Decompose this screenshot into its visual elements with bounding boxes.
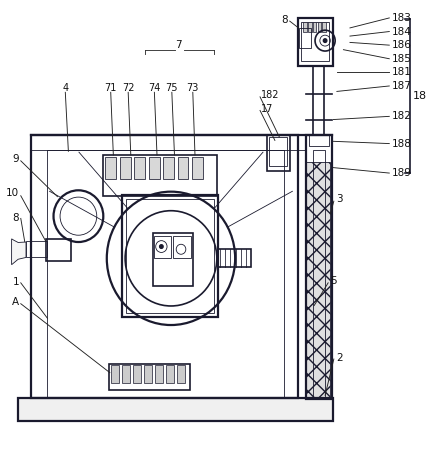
Bar	[218, 249, 251, 268]
Bar	[103, 155, 217, 196]
Text: 181: 181	[392, 67, 411, 77]
Bar	[318, 22, 321, 31]
Bar	[111, 365, 120, 383]
Bar	[46, 151, 285, 398]
Bar	[155, 365, 163, 383]
Bar	[163, 157, 174, 179]
Text: 18: 18	[413, 91, 427, 101]
Bar	[166, 365, 174, 383]
Bar	[299, 28, 311, 48]
Bar	[297, 18, 333, 66]
Text: 189: 189	[392, 168, 411, 178]
Text: 182: 182	[261, 90, 279, 100]
Text: 7: 7	[176, 40, 182, 50]
Circle shape	[159, 245, 163, 248]
Text: 9: 9	[12, 153, 19, 163]
Text: 5: 5	[330, 276, 337, 286]
Text: 73: 73	[187, 83, 199, 93]
Bar	[313, 22, 316, 31]
Text: 185: 185	[392, 54, 411, 64]
Polygon shape	[12, 239, 26, 265]
Bar	[122, 195, 218, 317]
Bar	[154, 236, 171, 258]
Text: 188: 188	[392, 139, 411, 149]
Bar	[18, 398, 332, 421]
Text: 182: 182	[392, 111, 411, 121]
Text: 187: 187	[392, 81, 411, 91]
Bar	[152, 233, 193, 286]
Text: 183: 183	[392, 13, 411, 23]
Text: 2: 2	[336, 353, 343, 363]
Bar	[313, 151, 325, 399]
Bar	[26, 241, 46, 258]
Bar	[127, 199, 214, 313]
Text: 17: 17	[261, 104, 273, 114]
Text: 75: 75	[166, 83, 178, 93]
Bar	[301, 21, 329, 61]
Circle shape	[323, 39, 327, 42]
Bar	[306, 135, 332, 399]
Bar	[106, 157, 117, 179]
Text: 71: 71	[105, 83, 117, 93]
Bar	[267, 135, 290, 171]
Bar	[313, 66, 324, 135]
Text: 8: 8	[12, 212, 19, 222]
Text: 186: 186	[392, 40, 411, 50]
Bar	[109, 364, 190, 390]
Bar	[31, 135, 297, 398]
Bar	[177, 365, 185, 383]
Bar	[322, 22, 326, 31]
Bar	[173, 236, 191, 258]
Bar	[46, 239, 71, 261]
Text: 74: 74	[148, 83, 161, 93]
Bar	[134, 157, 145, 179]
Bar	[149, 157, 159, 179]
Bar	[133, 365, 141, 383]
Text: 4: 4	[62, 83, 68, 93]
Bar	[308, 22, 311, 31]
Text: 8: 8	[281, 15, 288, 25]
Bar	[303, 22, 307, 31]
Bar	[269, 137, 287, 166]
Bar	[308, 135, 329, 146]
Bar	[306, 162, 330, 398]
Text: 3: 3	[336, 194, 343, 204]
Bar	[122, 365, 131, 383]
Text: 184: 184	[392, 26, 411, 36]
Text: A: A	[12, 298, 19, 307]
Bar	[144, 365, 152, 383]
Bar	[120, 157, 131, 179]
Bar	[177, 157, 188, 179]
Text: 1: 1	[12, 277, 19, 287]
Text: 72: 72	[122, 83, 134, 93]
Text: 10: 10	[6, 188, 19, 198]
Bar	[192, 157, 203, 179]
